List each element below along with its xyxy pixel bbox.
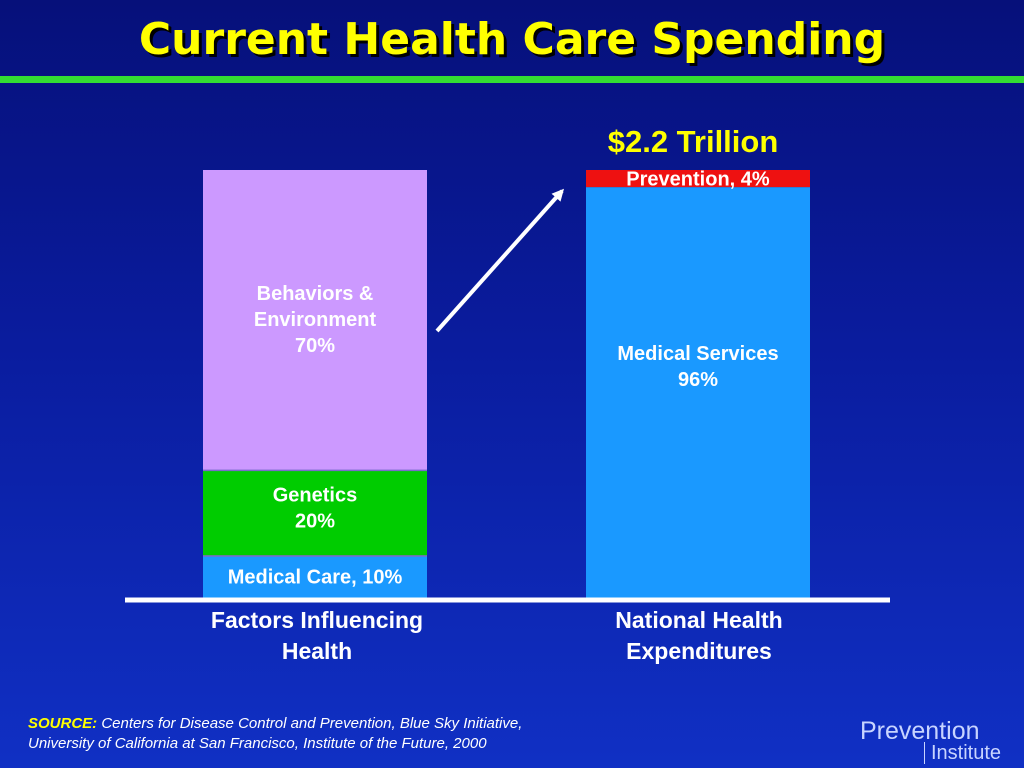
segment-label-genetics-line-1: Genetics [273, 485, 357, 507]
category-label-2-line-1: National Health [615, 607, 782, 633]
bar-segment-prevention-4 [586, 170, 810, 188]
annotation-arrow [435, 188, 564, 333]
source-heading: SOURCE: [28, 715, 98, 732]
bar-segment-medical-services [586, 187, 810, 598]
bar-total-label: $2.2 Trillion [608, 124, 779, 159]
segment-label-genetics-line-2: 20% [295, 511, 335, 533]
segment-label-medical-care-10-line-1: Medical Care, 10% [228, 567, 403, 589]
title-underline [0, 76, 1024, 83]
slide-title: Current Health Care Spending [138, 14, 886, 65]
source-line-1: Centers for Disease Control and Preventi… [101, 715, 523, 732]
bar-segment-behaviors [203, 170, 427, 470]
prevention-institute-logo: Prevention Institute [860, 717, 1010, 764]
category-label-1-line-1: Factors Influencing [211, 607, 423, 633]
segment-label-behaviors-line-3: 70% [295, 335, 335, 357]
segment-label-behaviors-line-2: Environment [254, 309, 377, 331]
source-line-2: University of California at San Francisc… [28, 735, 487, 752]
segment-label-prevention-4-line-1: Prevention, 4% [626, 169, 770, 191]
bar-segment-medical-care-10 [203, 555, 427, 598]
category-label-1-line-2: Health [282, 638, 352, 664]
category-label-2-line-2: Expenditures [626, 638, 772, 664]
bar-segment-genetics [203, 469, 427, 556]
logo-line-1: Prevention [860, 717, 980, 745]
segment-label-medical-services-line-1: Medical Services [617, 343, 778, 365]
segment-label-medical-services-line-2: 96% [678, 369, 718, 391]
logo-line-2: Institute [924, 742, 1010, 764]
segment-label-behaviors-line-1: Behaviors & [257, 283, 374, 305]
source-citation: SOURCE: Centers for Disease Control and … [28, 714, 668, 754]
